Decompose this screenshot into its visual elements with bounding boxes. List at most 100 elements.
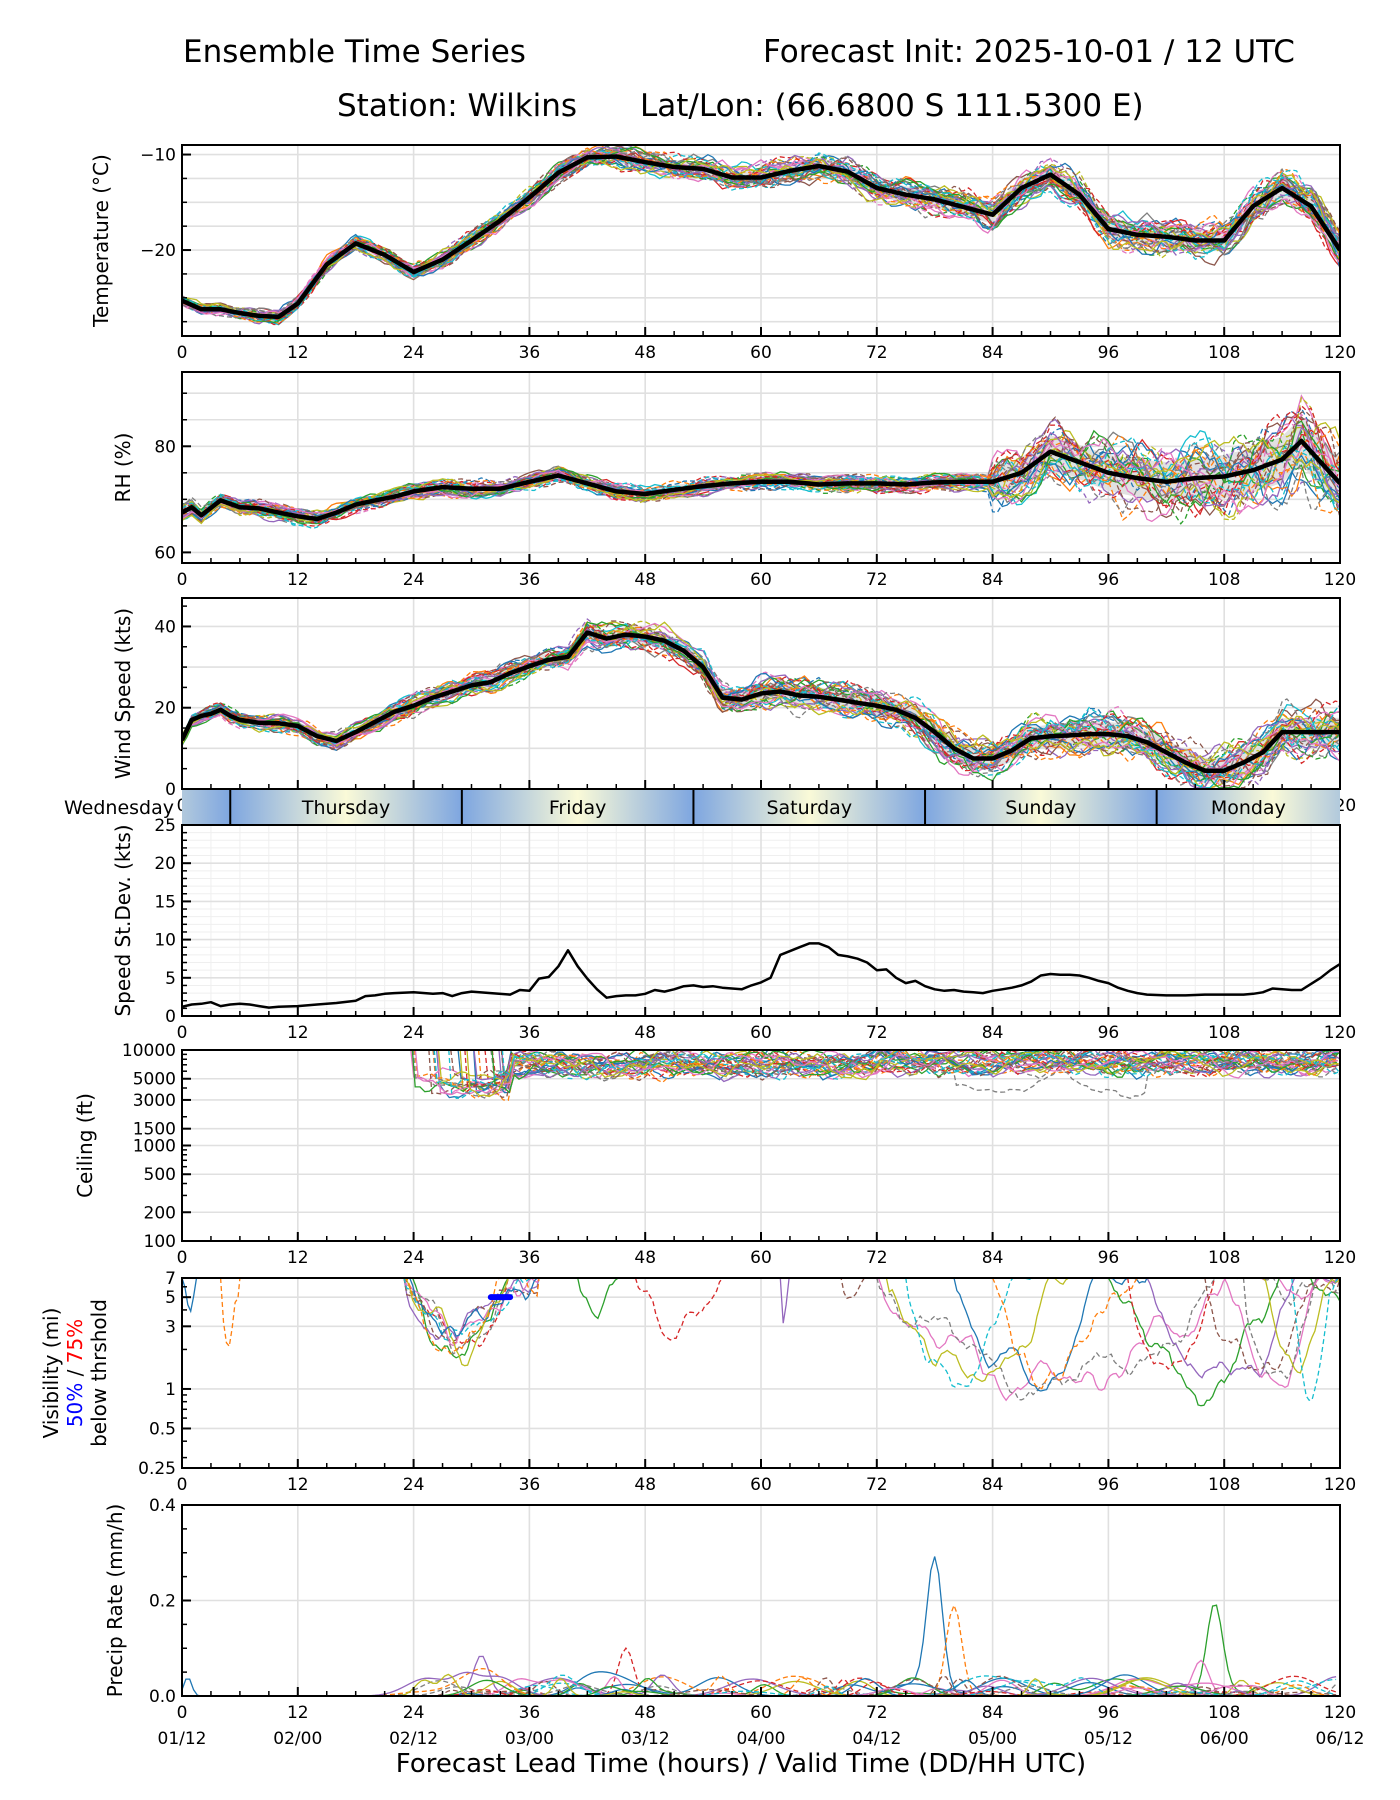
y-axis-label: Visibility (mi) xyxy=(39,1308,63,1439)
threshold-legend-caption: below thrshold xyxy=(87,1299,111,1447)
valid-time-label: 03/12 xyxy=(621,1729,670,1749)
threshold-legend: 50% / 75% xyxy=(63,1319,87,1427)
ensemble-member-line xyxy=(433,1050,1340,1087)
x-tick-label: 96 xyxy=(1098,1703,1120,1723)
x-tick-label: 0 xyxy=(177,1248,188,1268)
y-tick-label: 0 xyxy=(165,1007,176,1027)
x-tick-label: 84 xyxy=(982,1248,1004,1268)
ensemble-member-line xyxy=(1127,1278,1244,1370)
x-tick-label: 96 xyxy=(1098,343,1120,363)
ensemble-member-line xyxy=(464,1050,1337,1093)
y-tick-label: 1000 xyxy=(133,1137,176,1157)
rh-plot xyxy=(182,394,1340,530)
day-band: Wednesday Thursday Friday Saturday Sunday Mon… xyxy=(64,790,1341,824)
y-tick-label: 0.0 xyxy=(149,1687,176,1707)
valid-time-label: 06/00 xyxy=(1200,1729,1249,1749)
day-cell-saturday xyxy=(693,790,926,824)
valid-time-label: 03/00 xyxy=(505,1729,554,1749)
x-tick-label: 24 xyxy=(403,1703,425,1723)
ensemble-member-line xyxy=(182,1673,1337,1696)
x-tick-label: 84 xyxy=(982,1703,1004,1723)
y-tick-label: 5000 xyxy=(133,1070,176,1090)
ensemble-member-line xyxy=(182,1677,1337,1696)
valid-time-label: 01/12 xyxy=(158,1729,207,1749)
x-tick-label: 48 xyxy=(634,1475,656,1495)
x-tick-label: 0 xyxy=(177,570,188,590)
wind_speed-plot xyxy=(182,618,1340,789)
x-tick-label: 108 xyxy=(1208,1248,1240,1268)
ensemble-member-line xyxy=(953,1278,1148,1392)
x-tick-label: 12 xyxy=(287,1703,309,1723)
valid-time-label: 04/00 xyxy=(737,1729,786,1749)
y-axis-label: RH (%) xyxy=(111,433,135,503)
ensemble-member-line xyxy=(182,1556,1337,1696)
ensemble-member-line xyxy=(182,1278,202,1314)
day-cell-monday xyxy=(1156,790,1341,824)
y-axis-label: Ceiling (ft) xyxy=(73,1093,97,1198)
x-tick-label: 12 xyxy=(287,570,309,590)
y-tick-label: 15 xyxy=(154,892,176,912)
x-tick-label: 24 xyxy=(403,570,425,590)
x-tick-label: 0 xyxy=(177,1703,188,1723)
y-tick-label: 10 xyxy=(154,931,176,951)
ensemble-member-line xyxy=(182,157,1340,319)
x-tick-label: 12 xyxy=(287,343,309,363)
x-tick-label: 96 xyxy=(1098,570,1120,590)
x-tick-label: 108 xyxy=(1208,1703,1240,1723)
y-tick-label: 5 xyxy=(165,969,176,989)
x-tick-label: 72 xyxy=(866,1023,888,1043)
ensemble-member-line xyxy=(182,1603,1337,1696)
x-tick-label: 96 xyxy=(1098,1023,1120,1043)
ensemble-member-line xyxy=(634,1278,761,1341)
ensemble-mean-line xyxy=(182,154,1340,320)
y-tick-label: 25 xyxy=(154,816,176,836)
x-tick-label: 96 xyxy=(1098,1475,1120,1495)
ensemble-member-line xyxy=(466,1050,1339,1098)
y-tick-label: 1500 xyxy=(133,1120,176,1140)
x-tick-label: 12 xyxy=(287,1023,309,1043)
y-axis-label: Wind Speed (kts) xyxy=(111,608,135,779)
temperature-plot xyxy=(182,145,1340,326)
ensemble-member-line xyxy=(182,1679,1337,1696)
ensemble-member-line xyxy=(182,1674,1337,1696)
x-tick-label: 60 xyxy=(750,1703,772,1723)
x-tick-label: 12 xyxy=(287,1475,309,1495)
y-tick-label: 10000 xyxy=(122,1041,176,1061)
day-label: Sunday xyxy=(1005,797,1076,819)
y-tick-label: 0.5 xyxy=(149,1419,176,1439)
ensemble-member-line xyxy=(500,1050,1340,1082)
valid-time-label: 06/12 xyxy=(1316,1729,1365,1749)
y-tick-label: 1 xyxy=(165,1380,176,1400)
temperature-panel: 0 12 24 36 48 60 72 84 96 108 120 −10 −20 Temperature… xyxy=(89,144,1356,363)
ensemble-member-line xyxy=(182,147,1340,325)
ensemble-member-line xyxy=(403,1278,540,1355)
y-tick-label: 40 xyxy=(154,617,176,637)
x-tick-label: 36 xyxy=(519,1475,541,1495)
y-tick-label: 5 xyxy=(165,1288,176,1308)
ceiling-panel: 0 12 24 36 48 60 72 84 96 108 120 100 200 500 10001500… xyxy=(73,1041,1356,1268)
x-tick-label: 60 xyxy=(750,570,772,590)
ensemble-member-line xyxy=(450,1050,1338,1098)
x-tick-label: 36 xyxy=(519,1023,541,1043)
valid-time-label: 02/12 xyxy=(389,1729,438,1749)
x-tick-label: 108 xyxy=(1208,1475,1240,1495)
ensemble-member-line xyxy=(992,1278,1147,1390)
ensemble-member-line xyxy=(182,421,1340,519)
y-tick-label: 3 xyxy=(165,1317,176,1337)
ensemble-mean-line xyxy=(182,630,1340,773)
y-tick-label: 20 xyxy=(154,854,176,874)
x-tick-label: 60 xyxy=(750,1023,772,1043)
x-tick-label: 120 xyxy=(1324,343,1356,363)
ensemble-member-line xyxy=(182,442,1340,521)
ensemble-member-line xyxy=(403,1278,539,1356)
ensemble-member-line xyxy=(219,1278,241,1348)
threshold-legend-part: 50% xyxy=(63,1383,87,1427)
day-label: Friday xyxy=(549,797,607,819)
visibility-plot xyxy=(182,1278,1340,1407)
ensemble-member-line xyxy=(182,1680,1337,1696)
x-tick-label: 108 xyxy=(1208,1023,1240,1043)
ensemble-member-line xyxy=(182,156,1340,322)
x-tick-label: 12 xyxy=(287,1248,309,1268)
speed_stdev-panel: 0 12 24 36 48 60 72 84 96 108 120 0 5 10 15 20 25 Speed S… xyxy=(111,816,1356,1043)
